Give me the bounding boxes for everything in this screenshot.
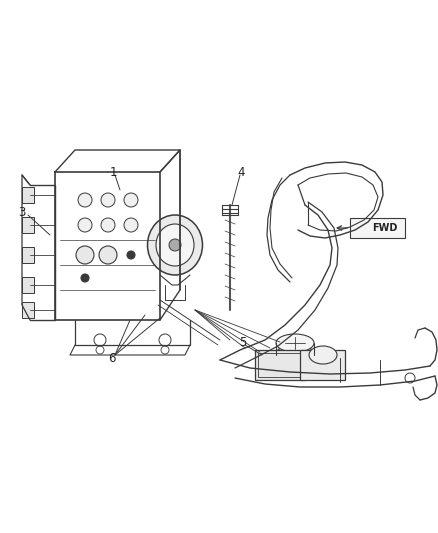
Ellipse shape — [156, 224, 194, 266]
Bar — [300, 350, 345, 380]
Text: 1: 1 — [109, 166, 117, 179]
Circle shape — [78, 193, 92, 207]
Ellipse shape — [276, 344, 314, 366]
Circle shape — [81, 274, 89, 282]
Text: 6: 6 — [108, 351, 116, 365]
Circle shape — [76, 246, 94, 264]
Text: 4: 4 — [237, 166, 245, 179]
Circle shape — [169, 239, 181, 251]
Bar — [22, 302, 34, 318]
Text: 3: 3 — [18, 206, 26, 220]
Ellipse shape — [148, 215, 202, 275]
Circle shape — [78, 218, 92, 232]
Bar — [258, 353, 302, 377]
Bar — [255, 350, 305, 380]
Text: FWD: FWD — [372, 223, 398, 233]
Text: 5: 5 — [239, 335, 247, 349]
Circle shape — [124, 193, 138, 207]
Circle shape — [101, 218, 115, 232]
Bar — [22, 277, 34, 293]
Bar — [22, 247, 34, 263]
Bar — [350, 218, 405, 238]
Ellipse shape — [309, 346, 337, 364]
Circle shape — [124, 218, 138, 232]
Bar — [22, 187, 34, 203]
Circle shape — [101, 193, 115, 207]
Bar — [22, 217, 34, 233]
Circle shape — [99, 246, 117, 264]
Ellipse shape — [276, 334, 314, 352]
Circle shape — [127, 251, 135, 259]
